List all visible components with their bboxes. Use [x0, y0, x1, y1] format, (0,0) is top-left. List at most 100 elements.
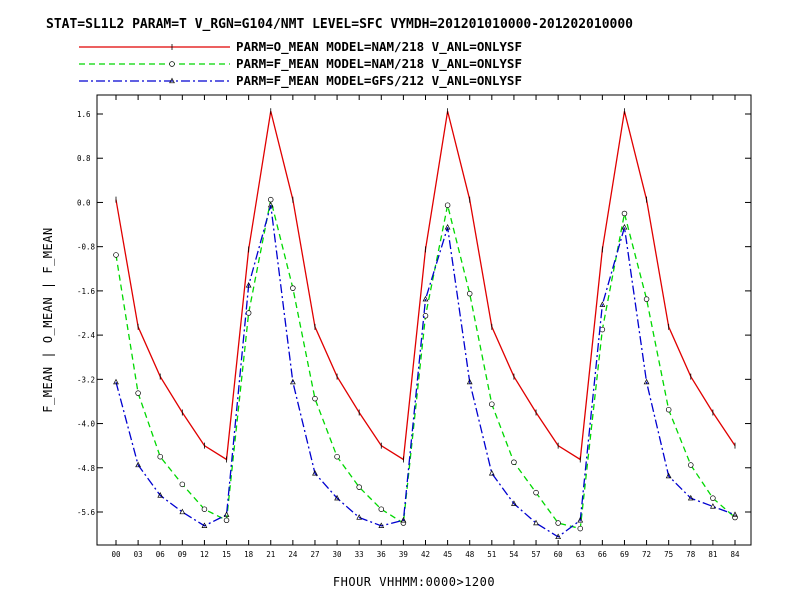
- x-tick-label: 24: [288, 550, 298, 559]
- data-point-marker: [599, 301, 606, 307]
- data-point-marker: [289, 378, 296, 385]
- y-tick-label: 1.6: [77, 110, 91, 119]
- data-point-marker: [665, 406, 672, 413]
- x-tick-label: 30: [333, 550, 343, 559]
- data-point-marker: [179, 508, 186, 515]
- data-point-marker: [135, 461, 141, 468]
- legend-label: PARM=F_MEAN MODEL=GFS/212 V_ANL=ONLYSF: [236, 73, 522, 89]
- x-tick-label: 63: [576, 550, 585, 559]
- data-point-marker: [732, 511, 738, 517]
- x-tick-label: 09: [178, 550, 187, 559]
- y-axis: 1.6 0.8 0.0 -0.8 -1.6 -2.4 -3.2 -4.0 -4.8 -5.6: [77, 110, 751, 517]
- x-tick-label: 42: [421, 550, 430, 559]
- chart-title: STAT=SL1L2 PARAM=T V_RGN=G104/NMT LEVEL=…: [46, 17, 633, 32]
- y-tick-label: -5.6: [77, 508, 96, 517]
- x-tick-label: 75: [664, 550, 673, 559]
- x-tick-label: 57: [532, 550, 541, 559]
- data-point-marker: [577, 516, 584, 523]
- x-axis: 00 03 06 09 12 15 18 21 24 27 30 33 36 39 42 45 48 51 54 57…: [111, 95, 740, 559]
- x-tick-label: 78: [686, 550, 696, 559]
- data-point-marker: [710, 503, 716, 509]
- y-tick-label: -3.2: [77, 375, 95, 384]
- data-point-marker: [312, 395, 318, 402]
- data-point-marker: [643, 296, 650, 302]
- data-point-marker: [665, 472, 672, 479]
- legend-entry: PARM=F_MEAN MODEL=NAM/218 V_ANL=ONLYSF: [79, 56, 522, 72]
- data-point-marker: [312, 469, 318, 476]
- data-point-marker: [643, 378, 650, 385]
- data-point-marker: [621, 223, 628, 230]
- x-tick-label: 36: [377, 550, 387, 559]
- plot-frame: [96, 94, 752, 546]
- x-tick-label: 39: [399, 550, 408, 559]
- legend-label: PARM=O_MEAN MODEL=NAM/218 V_ANL=ONLYSF: [236, 39, 522, 55]
- data-point-marker: [422, 295, 429, 302]
- data-point-marker: [113, 252, 119, 258]
- data-point-marker: [400, 516, 407, 523]
- data-point-marker: [488, 469, 495, 476]
- data-point-marker: [511, 459, 517, 466]
- data-point-marker: [135, 390, 141, 396]
- data-point-marker: [169, 77, 175, 84]
- series-layer: [113, 108, 738, 540]
- series-0: [115, 108, 736, 463]
- x-tick-label: 03: [134, 550, 143, 559]
- data-point-marker: [267, 201, 274, 208]
- data-point-marker: [113, 378, 119, 385]
- data-point-marker: [378, 506, 385, 512]
- y-axis-label: F_MEAN | O_MEAN | F_MEAN: [41, 227, 55, 412]
- data-point-marker: [710, 495, 716, 501]
- data-point-marker: [169, 61, 175, 67]
- x-tick-label: 48: [465, 550, 475, 559]
- data-point-marker: [577, 525, 583, 532]
- legend-entry: PARM=F_MEAN MODEL=GFS/212 V_ANL=ONLYSF: [79, 73, 522, 89]
- data-point-marker: [599, 326, 606, 333]
- y-tick-label: -4.8: [77, 464, 96, 473]
- x-tick-label: 66: [598, 550, 608, 559]
- y-tick-label: -1.6: [77, 287, 96, 296]
- y-tick-label: 0.8: [77, 154, 91, 163]
- y-tick-label: 0.0: [77, 198, 91, 207]
- data-point-marker: [621, 210, 628, 217]
- data-point-marker: [268, 196, 274, 203]
- series-1: [113, 196, 738, 532]
- data-point-marker: [201, 522, 208, 528]
- y-tick-label: -4.0: [77, 420, 96, 429]
- x-tick-label: 12: [200, 550, 209, 559]
- x-axis-label: FHOUR VHHMM:0000>1200: [333, 575, 495, 589]
- data-point-marker: [157, 492, 164, 498]
- data-point-marker: [444, 223, 451, 230]
- data-point-marker: [511, 500, 517, 506]
- data-point-marker: [201, 506, 208, 512]
- x-tick-label: 72: [642, 550, 651, 559]
- data-point-marker: [687, 494, 694, 501]
- data-point-marker: [356, 514, 363, 520]
- x-tick-label: 06: [156, 550, 166, 559]
- data-point-marker: [356, 484, 362, 490]
- legend-entry: PARM=O_MEAN MODEL=NAM/218 V_ANL=ONLYSF: [79, 39, 522, 55]
- data-point-marker: [688, 462, 694, 468]
- data-point-marker: [533, 489, 539, 496]
- x-tick-label: 33: [355, 550, 364, 559]
- x-tick-label: 81: [708, 550, 717, 559]
- data-point-marker: [466, 378, 473, 385]
- data-point-marker: [555, 520, 561, 526]
- series-line: [115, 205, 736, 538]
- x-tick-label: 84: [730, 550, 740, 559]
- data-point-marker: [444, 202, 451, 208]
- data-point-marker: [179, 481, 186, 488]
- series-line: [115, 111, 736, 461]
- data-point-marker: [245, 282, 252, 288]
- legend-label: PARM=F_MEAN MODEL=NAM/218 V_ANL=ONLYSF: [236, 56, 522, 72]
- x-tick-label: 45: [443, 550, 452, 559]
- data-point-marker: [533, 519, 539, 526]
- data-point-marker: [555, 533, 562, 540]
- data-point-marker: [489, 401, 495, 407]
- x-tick-label: 15: [222, 550, 231, 559]
- x-tick-label: 54: [509, 550, 519, 559]
- x-tick-label: 21: [266, 550, 275, 559]
- data-point-marker: [334, 494, 340, 501]
- x-tick-label: 69: [620, 550, 629, 559]
- x-tick-label: 00: [111, 550, 121, 559]
